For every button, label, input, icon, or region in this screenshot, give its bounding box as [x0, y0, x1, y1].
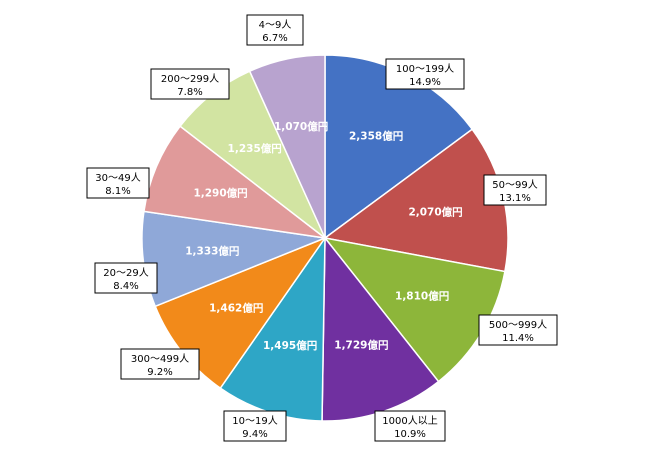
slice-value-label: 2,358億円 — [349, 130, 403, 143]
slice-callout: 500～999人 11.4% — [478, 314, 558, 346]
slice-callout: 4～9人 6.7% — [246, 14, 304, 46]
slice-category-label: 300～499人 — [131, 353, 189, 365]
slice-category-label: 30～49人 — [95, 172, 140, 184]
callout-box — [86, 167, 150, 199]
callout-box — [478, 314, 558, 346]
slice-callout: 30～49人 8.1% — [86, 167, 150, 199]
slice-percent-label: 11.4% — [502, 333, 534, 344]
slice-value-label: 1,729億円 — [334, 338, 388, 351]
callout-box — [94, 262, 158, 294]
slice-callout: 1000人以上 10.9% — [374, 410, 446, 442]
slice-percent-label: 7.8% — [177, 87, 202, 98]
slice-percent-label: 8.4% — [113, 281, 138, 292]
slice-value-label: 1,495億円 — [263, 339, 317, 352]
pie-value-labels: 2,358億円 2,070億円 1,810億円 1,729億円 1,495億円 1,462… — [185, 120, 462, 352]
slice-percent-label: 14.9% — [409, 77, 441, 88]
slice-value-label: 1,810億円 — [395, 290, 449, 303]
callout-box — [120, 348, 200, 380]
slice-category-label: 100～199人 — [396, 63, 454, 75]
slice-callout: 20～29人 8.4% — [94, 262, 158, 294]
slice-value-label: 1,462億円 — [209, 302, 263, 315]
slice-category-label: 4～9人 — [259, 19, 292, 31]
slice-category-label: 1000人以上 — [382, 415, 437, 427]
slice-percent-label: 10.9% — [394, 429, 426, 440]
slice-category-label: 500～999人 — [489, 319, 547, 331]
slice-category-label: 200～299人 — [161, 73, 219, 85]
slice-callout: 300～499人 9.2% — [120, 348, 200, 380]
slice-value-label: 1,333億円 — [185, 244, 239, 257]
slice-callout: 200～299人 7.8% — [150, 68, 230, 100]
callout-box — [374, 410, 446, 442]
slice-value-label: 2,070億円 — [408, 206, 462, 219]
slice-category-label: 20～29人 — [103, 267, 148, 279]
callout-box — [246, 14, 304, 46]
slice-percent-label: 13.1% — [499, 193, 531, 204]
slice-callout: 10～19人 9.4% — [223, 410, 287, 442]
pie-category-callouts: 100～199人 14.9% 50～99人 13.1% 500～999人 11.4% 100… — [86, 14, 558, 442]
slice-percent-label: 6.7% — [262, 33, 287, 44]
slice-value-label: 1,235億円 — [228, 142, 282, 155]
slice-value-label: 1,070億円 — [274, 120, 328, 133]
pie-slice — [141, 210, 328, 308]
pie-slice — [248, 54, 326, 239]
slice-category-label: 50～99人 — [492, 179, 537, 191]
slice-percent-label: 8.1% — [105, 186, 130, 197]
callout-box — [483, 174, 547, 206]
callout-box — [150, 68, 230, 100]
slice-callout: 100～199人 14.9% — [385, 58, 465, 90]
slice-callout: 50～99人 13.1% — [483, 174, 547, 206]
callout-box — [385, 58, 465, 90]
slice-category-label: 10～19人 — [232, 415, 277, 427]
slice-percent-label: 9.2% — [147, 367, 172, 378]
callout-box — [223, 410, 287, 442]
pie-slice — [143, 125, 328, 240]
slice-percent-label: 9.4% — [242, 429, 267, 440]
slice-value-label: 1,290億円 — [193, 187, 247, 200]
